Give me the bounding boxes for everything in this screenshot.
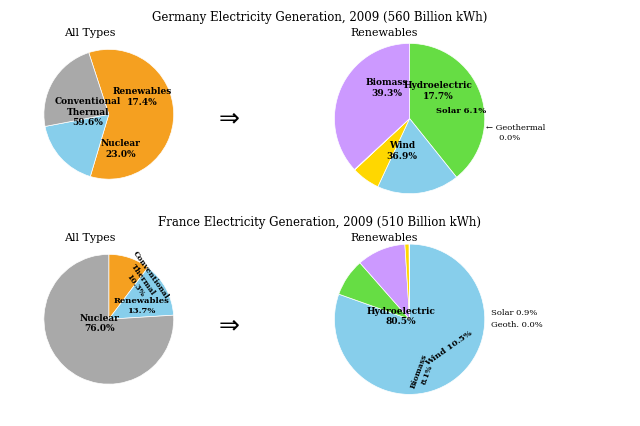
Text: $\Rightarrow$: $\Rightarrow$ — [214, 105, 241, 129]
Wedge shape — [109, 268, 173, 320]
Wedge shape — [378, 119, 456, 194]
Wedge shape — [109, 255, 148, 320]
Text: Germany Electricity Generation, 2009 (560 Billion kWh): Germany Electricity Generation, 2009 (56… — [152, 11, 488, 23]
Wedge shape — [339, 263, 410, 320]
Text: Renewables: Renewables — [350, 232, 418, 242]
Wedge shape — [360, 245, 410, 320]
Wedge shape — [355, 119, 410, 187]
Text: ← Geothermal
     0.0%: ← Geothermal 0.0% — [486, 124, 546, 141]
Wedge shape — [410, 44, 484, 178]
Text: Solar 6.1%: Solar 6.1% — [436, 106, 486, 114]
Text: Nuclear
23.0%: Nuclear 23.0% — [100, 139, 140, 158]
Text: All Types: All Types — [64, 232, 115, 242]
Text: Hydroelectric
17.7%: Hydroelectric 17.7% — [404, 81, 472, 101]
Text: Nuclear
76.0%: Nuclear 76.0% — [79, 313, 119, 332]
Text: Wind 10.5%: Wind 10.5% — [424, 329, 474, 367]
Text: Wind
36.9%: Wind 36.9% — [387, 141, 417, 161]
Text: Hydroelectric
80.5%: Hydroelectric 80.5% — [366, 306, 435, 325]
Wedge shape — [355, 119, 410, 170]
Text: Conventional
Thermal
10.3%: Conventional Thermal 10.3% — [115, 249, 170, 310]
Wedge shape — [89, 50, 173, 180]
Text: France Electricity Generation, 2009 (510 Billion kWh): France Electricity Generation, 2009 (510… — [159, 215, 481, 228]
Text: Biomass
39.3%: Biomass 39.3% — [366, 78, 408, 98]
Wedge shape — [45, 115, 109, 177]
Text: Biomass
8.1%: Biomass 8.1% — [409, 352, 437, 392]
Text: Solar 0.9%: Solar 0.9% — [491, 308, 537, 316]
Text: $\Rightarrow$: $\Rightarrow$ — [214, 312, 241, 336]
Text: All Types: All Types — [64, 28, 115, 37]
Wedge shape — [44, 255, 173, 384]
Wedge shape — [335, 245, 484, 394]
Text: Renewables
13.7%: Renewables 13.7% — [113, 296, 169, 314]
Wedge shape — [44, 53, 109, 127]
Text: Renewables
17.4%: Renewables 17.4% — [113, 87, 172, 106]
Text: Conventional
Thermal
59.6%: Conventional Thermal 59.6% — [55, 97, 121, 127]
Wedge shape — [335, 44, 410, 170]
Text: Geoth. 0.0%: Geoth. 0.0% — [491, 320, 543, 328]
Wedge shape — [405, 245, 410, 320]
Text: Renewables: Renewables — [350, 28, 418, 37]
